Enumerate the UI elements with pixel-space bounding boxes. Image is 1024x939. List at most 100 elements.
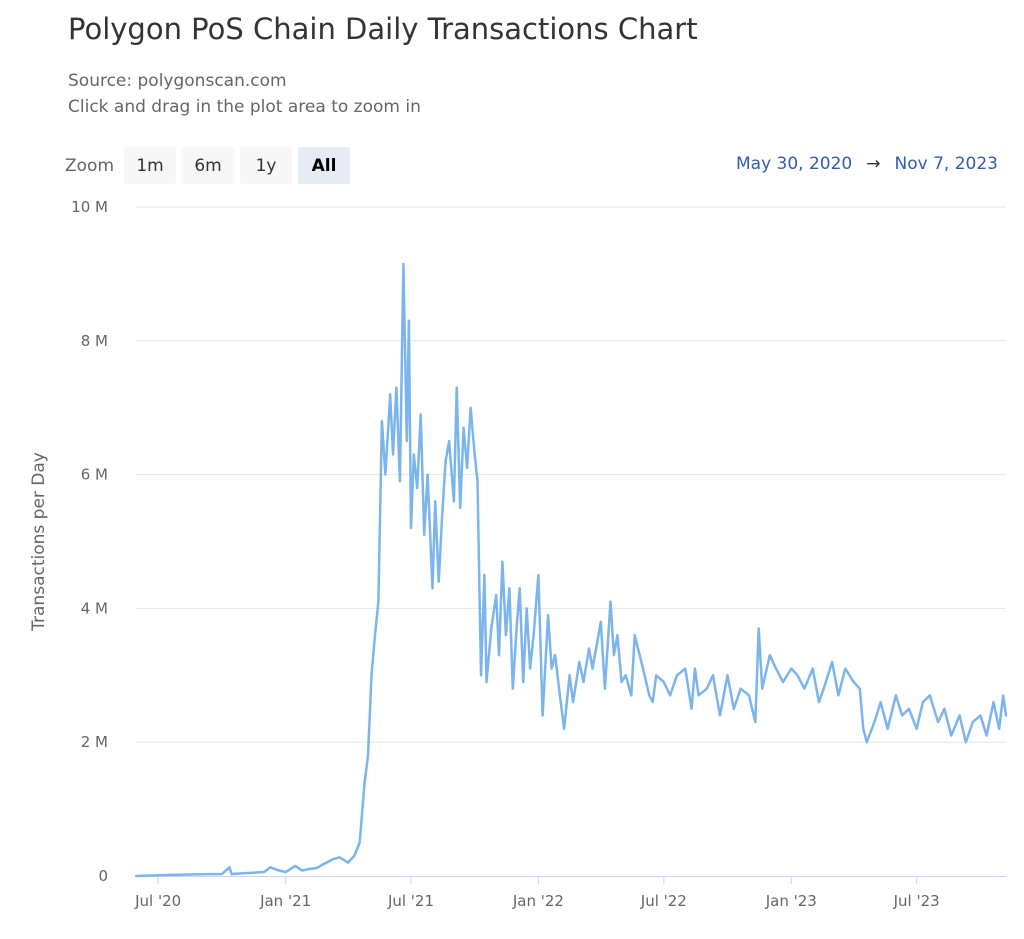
data-point[interactable]: [633, 634, 636, 636]
data-point[interactable]: [642, 667, 644, 670]
data-point[interactable]: [790, 667, 793, 670]
data-point[interactable]: [306, 868, 308, 871]
data-point[interactable]: [719, 714, 721, 717]
data-point[interactable]: [200, 873, 202, 876]
data-point[interactable]: [690, 708, 693, 710]
data-point[interactable]: [462, 427, 465, 429]
data-point[interactable]: [663, 681, 665, 683]
data-point[interactable]: [437, 580, 440, 583]
data-point[interactable]: [550, 667, 553, 670]
data-point[interactable]: [547, 614, 549, 616]
data-point[interactable]: [485, 681, 488, 683]
data-point[interactable]: [276, 869, 279, 871]
data-point[interactable]: [937, 721, 939, 723]
data-point[interactable]: [483, 574, 486, 576]
data-point[interactable]: [775, 667, 777, 670]
data-point[interactable]: [399, 480, 401, 483]
data-point[interactable]: [841, 681, 843, 683]
data-point[interactable]: [624, 674, 627, 677]
data-point[interactable]: [516, 621, 518, 623]
data-point[interactable]: [495, 594, 498, 596]
data-point[interactable]: [529, 667, 531, 670]
data-point[interactable]: [426, 473, 429, 476]
data-point[interactable]: [448, 440, 450, 442]
data-point[interactable]: [480, 674, 482, 677]
data-point[interactable]: [522, 681, 524, 683]
data-point[interactable]: [630, 694, 633, 697]
data-point[interactable]: [410, 527, 412, 529]
data-point[interactable]: [796, 674, 799, 677]
data-point[interactable]: [419, 413, 422, 416]
data-point[interactable]: [316, 867, 318, 869]
data-point[interactable]: [395, 386, 398, 389]
data-point[interactable]: [374, 634, 376, 636]
data-point[interactable]: [684, 667, 687, 670]
data-point[interactable]: [915, 728, 918, 730]
data-point[interactable]: [726, 674, 729, 677]
data-point[interactable]: [825, 681, 827, 683]
data-point[interactable]: [739, 687, 742, 690]
data-point[interactable]: [459, 507, 462, 509]
data-point[interactable]: [413, 453, 415, 456]
data-point[interactable]: [929, 694, 931, 697]
data-point[interactable]: [757, 627, 760, 630]
data-point[interactable]: [669, 694, 671, 697]
data-point[interactable]: [230, 873, 233, 875]
data-point[interactable]: [609, 600, 612, 603]
data-point[interactable]: [761, 687, 763, 690]
data-point[interactable]: [620, 681, 623, 683]
data-point[interactable]: [651, 701, 654, 703]
data-point[interactable]: [604, 687, 606, 690]
data-point[interactable]: [263, 871, 265, 873]
data-point[interactable]: [811, 667, 814, 670]
data-point[interactable]: [879, 701, 882, 703]
data-point[interactable]: [135, 875, 137, 877]
data-point[interactable]: [578, 661, 581, 663]
data-point[interactable]: [508, 587, 511, 590]
data-point[interactable]: [455, 386, 458, 389]
data-point[interactable]: [852, 681, 855, 683]
data-point[interactable]: [466, 467, 468, 469]
data-point[interactable]: [501, 560, 504, 563]
data-point[interactable]: [228, 866, 231, 869]
data-point[interactable]: [950, 734, 953, 737]
data-point[interactable]: [408, 319, 410, 322]
data-point[interactable]: [866, 741, 868, 743]
data-point[interactable]: [384, 473, 387, 476]
data-point[interactable]: [490, 627, 493, 630]
data-point[interactable]: [554, 654, 556, 656]
data-point[interactable]: [347, 861, 349, 864]
data-point[interactable]: [859, 687, 861, 690]
data-point[interactable]: [322, 863, 325, 865]
data-point[interactable]: [242, 872, 245, 875]
data-point[interactable]: [582, 681, 585, 683]
data-point[interactable]: [392, 453, 394, 456]
data-point[interactable]: [862, 728, 865, 730]
data-point[interactable]: [616, 634, 619, 636]
range-from-input[interactable]: May 30, 2020: [736, 154, 853, 174]
zoom-6m-button[interactable]: 6m: [182, 147, 235, 184]
data-point[interactable]: [157, 874, 159, 877]
data-point[interactable]: [972, 721, 974, 723]
data-point[interactable]: [818, 701, 820, 703]
data-point[interactable]: [423, 534, 426, 536]
data-point[interactable]: [733, 708, 735, 710]
data-point[interactable]: [512, 687, 514, 690]
data-point[interactable]: [1002, 694, 1004, 697]
data-point[interactable]: [441, 513, 444, 516]
data-point[interactable]: [469, 406, 472, 409]
data-point[interactable]: [985, 734, 988, 737]
data-point[interactable]: [453, 500, 455, 503]
data-point[interactable]: [706, 687, 708, 690]
data-point[interactable]: [572, 701, 574, 703]
data-point[interactable]: [1005, 714, 1007, 717]
data-point[interactable]: [712, 674, 714, 677]
data-point[interactable]: [613, 654, 615, 656]
data-point[interactable]: [363, 781, 366, 784]
data-point[interactable]: [498, 654, 500, 656]
series-layer[interactable]: [134, 262, 1008, 878]
data-point[interactable]: [402, 263, 405, 265]
range-to-input[interactable]: Nov 7, 2023: [894, 154, 998, 174]
data-point[interactable]: [568, 674, 571, 677]
data-point[interactable]: [505, 634, 507, 636]
